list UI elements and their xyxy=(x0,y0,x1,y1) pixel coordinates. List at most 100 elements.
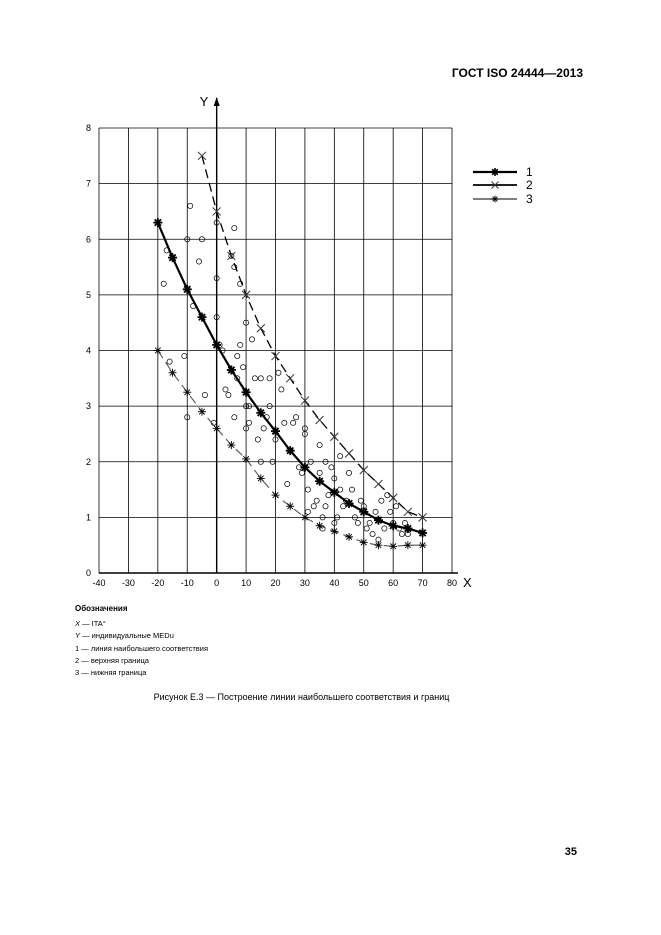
series-2-marker xyxy=(271,351,280,361)
observation-point xyxy=(363,525,370,532)
observation-point xyxy=(201,392,208,398)
observation-point xyxy=(316,442,323,449)
x-tick-label: 20 xyxy=(270,578,280,588)
y-axis-label: Y xyxy=(200,94,209,109)
observation-point xyxy=(349,486,355,493)
observation-point xyxy=(304,486,311,493)
legend-label-2: 2 xyxy=(526,178,533,192)
legend-item-2: 2 — верхняя граница xyxy=(75,655,149,665)
observation-point xyxy=(266,375,273,382)
observation-point xyxy=(228,252,235,259)
observation-point xyxy=(181,353,188,360)
series-2-marker xyxy=(212,207,222,216)
observation-point xyxy=(254,436,261,443)
observation-point xyxy=(187,202,194,209)
series-1-marker xyxy=(403,524,413,533)
observation-point xyxy=(301,430,308,437)
series-3-marker xyxy=(403,541,412,550)
observation-point xyxy=(401,519,408,526)
series-3-marker xyxy=(359,538,368,547)
observation-point xyxy=(231,414,238,421)
observation-point xyxy=(246,403,252,410)
series-1-marker xyxy=(300,462,310,472)
series-3-marker xyxy=(345,532,354,541)
observation-point xyxy=(393,503,400,510)
observation-point xyxy=(278,386,285,393)
series-1-marker xyxy=(212,340,222,350)
series-1-marker xyxy=(182,284,192,294)
y-tick-label: 3 xyxy=(86,401,91,411)
observation-point xyxy=(272,436,279,443)
observation-point xyxy=(249,336,255,343)
x-tick-label: 0 xyxy=(214,578,219,588)
observation-point xyxy=(399,531,405,538)
y-tick-label: 4 xyxy=(86,346,91,356)
observation-point xyxy=(246,419,252,426)
series-3-marker xyxy=(242,454,251,463)
observation-point xyxy=(243,425,250,432)
legend-item-3: 3 — нижняя граница xyxy=(75,668,147,678)
series-3-marker xyxy=(197,407,206,416)
observation-point xyxy=(337,486,344,493)
observation-point xyxy=(281,419,288,426)
legend-marker-1 xyxy=(491,168,499,176)
legend-block: Обозначения X — ITA° Y — индивидуальные … xyxy=(75,603,208,679)
observation-point xyxy=(225,392,232,398)
observation-point xyxy=(354,519,361,526)
series-2-marker xyxy=(418,513,427,522)
x-tick-label: 80 xyxy=(447,578,457,588)
x-tick-label: 60 xyxy=(388,578,398,588)
observation-point xyxy=(243,319,250,326)
series-3-marker xyxy=(389,542,398,551)
observation-point xyxy=(307,458,314,465)
x-tick-label: -30 xyxy=(122,578,135,588)
series-1-marker xyxy=(315,476,325,486)
legend-item-1: 1 — линия наибольшего соответствия xyxy=(75,643,209,653)
series-2-marker xyxy=(256,323,266,333)
observation-point xyxy=(269,458,276,465)
series-1-marker xyxy=(197,312,207,322)
observation-point xyxy=(240,364,247,371)
observation-point xyxy=(213,275,220,282)
observation-point xyxy=(313,497,320,504)
observation-point xyxy=(275,369,282,376)
observation-point xyxy=(290,419,297,426)
observation-point xyxy=(234,353,241,360)
series-1-marker xyxy=(329,487,339,497)
observation-point xyxy=(257,375,264,382)
series-3-marker xyxy=(168,368,177,377)
observation-point xyxy=(243,403,250,410)
series-1-marker xyxy=(285,446,295,456)
figure-caption: Рисунок Е.3 — Построение линии наибольше… xyxy=(153,692,450,702)
x-tick-label: 50 xyxy=(359,578,369,588)
series-1-marker xyxy=(344,498,354,508)
series-3-marker xyxy=(300,513,309,522)
series-3-marker xyxy=(315,521,324,530)
series-2-marker xyxy=(344,449,354,458)
x-tick-label: 40 xyxy=(329,578,339,588)
observation-point xyxy=(319,514,326,521)
observation-point xyxy=(293,414,300,421)
series-1-marker xyxy=(359,507,369,517)
observation-point xyxy=(299,469,305,476)
series-2-marker xyxy=(197,151,207,161)
observation-point xyxy=(316,469,323,476)
series-2-marker xyxy=(241,290,251,300)
observation-point xyxy=(184,236,191,243)
y-tick-label: 2 xyxy=(86,457,91,467)
page-number: 35 xyxy=(564,846,577,858)
y-tick-label: 7 xyxy=(86,179,91,189)
observation-point xyxy=(340,503,347,510)
series-1-marker xyxy=(271,426,280,436)
series-1-marker xyxy=(153,218,163,228)
observation-point xyxy=(199,236,205,243)
observation-point xyxy=(322,503,329,510)
series-1-marker xyxy=(168,253,178,263)
series-1-marker xyxy=(373,515,383,525)
series-3-marker xyxy=(286,502,295,511)
series-2-marker xyxy=(285,373,295,383)
observation-point xyxy=(325,492,332,499)
observation-point xyxy=(372,508,379,515)
observation-point xyxy=(257,458,264,465)
observation-point xyxy=(213,314,220,321)
